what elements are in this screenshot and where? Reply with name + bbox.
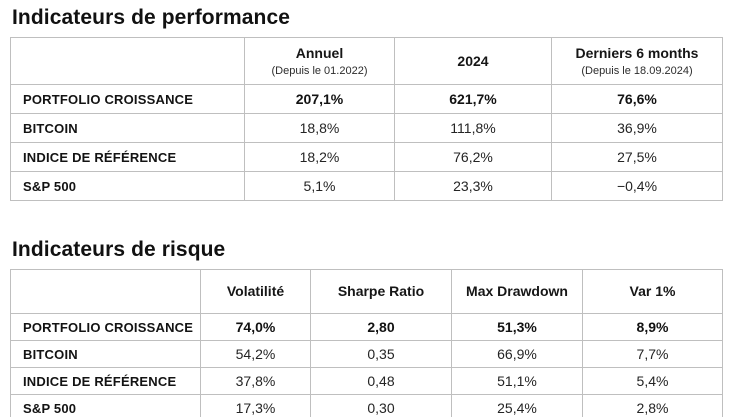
table-row: PORTFOLIO CROISSANCE 207,1% 621,7% 76,6% [10, 84, 723, 114]
value-cell: 8,9% [582, 313, 723, 341]
value-cell: 207,1% [244, 84, 395, 114]
table-row: BITCOIN 18,8% 111,8% 36,9% [10, 113, 723, 143]
value-cell: 76,6% [551, 84, 723, 114]
value-cell: 66,9% [451, 340, 583, 368]
column-header-label: Sharpe Ratio [337, 283, 425, 299]
column-header-subtext: (Depuis le 01.2022) [271, 64, 368, 77]
risk-table: Volatilité Sharpe Ratio Max Drawdown Var… [10, 269, 723, 417]
risk-section-title: Indicateurs de risque [12, 238, 226, 261]
value-cell: 0,30 [310, 394, 452, 417]
value-cell: 51,1% [451, 367, 583, 395]
table-row: S&P 500 5,1% 23,3% −0,4% [10, 171, 723, 201]
table-row: S&P 500 17,3% 0,30 25,4% 2,8% [10, 394, 723, 417]
value-cell: 74,0% [200, 313, 311, 341]
value-cell: 51,3% [451, 313, 583, 341]
table-row: INDICE DE RÉFÉRENCE 18,2% 76,2% 27,5% [10, 142, 723, 172]
row-label-cell: PORTFOLIO CROISSANCE [10, 84, 245, 114]
value-cell: 27,5% [551, 142, 723, 172]
value-cell: 76,2% [394, 142, 552, 172]
risk-header-empty-cell [10, 269, 201, 314]
risk-header-row: Volatilité Sharpe Ratio Max Drawdown Var… [10, 269, 723, 314]
value-cell: 5,4% [582, 367, 723, 395]
risk-header-volatilite: Volatilité [200, 269, 311, 314]
risk-header-max-drawdown: Max Drawdown [451, 269, 583, 314]
column-header-label: Volatilité [226, 283, 285, 299]
column-header-label: Annuel [295, 44, 344, 61]
value-cell: −0,4% [551, 171, 723, 201]
value-cell: 111,8% [394, 113, 552, 143]
column-header-label: Derniers 6 months [575, 44, 699, 61]
row-label-cell: BITCOIN [10, 340, 201, 368]
row-label-cell: S&P 500 [10, 394, 201, 417]
table-row: PORTFOLIO CROISSANCE 74,0% 2,80 51,3% 8,… [10, 313, 723, 341]
risk-header-sharpe-ratio: Sharpe Ratio [310, 269, 452, 314]
row-label-cell: INDICE DE RÉFÉRENCE [10, 367, 201, 395]
value-cell: 18,2% [244, 142, 395, 172]
row-label-cell: BITCOIN [10, 113, 245, 143]
column-header-subtext: (Depuis le 18.09.2024) [581, 64, 693, 77]
value-cell: 5,1% [244, 171, 395, 201]
column-header-label: Var 1% [629, 283, 676, 299]
row-label-cell: S&P 500 [10, 171, 245, 201]
value-cell: 36,9% [551, 113, 723, 143]
performance-section-title: Indicateurs de performance [12, 6, 291, 29]
row-label-cell: PORTFOLIO CROISSANCE [10, 313, 201, 341]
value-cell: 37,8% [200, 367, 311, 395]
value-cell: 17,3% [200, 394, 311, 417]
performance-header-row: Annuel (Depuis le 01.2022) 2024 Derniers… [10, 37, 723, 85]
value-cell: 0,48 [310, 367, 452, 395]
perf-header-empty-cell [10, 37, 245, 85]
risk-header-var-1pct: Var 1% [582, 269, 723, 314]
table-row: BITCOIN 54,2% 0,35 66,9% 7,7% [10, 340, 723, 368]
column-header-label: Max Drawdown [466, 283, 568, 299]
value-cell: 2,80 [310, 313, 452, 341]
value-cell: 25,4% [451, 394, 583, 417]
perf-header-2024: 2024 [394, 37, 552, 85]
value-cell: 621,7% [394, 84, 552, 114]
value-cell: 0,35 [310, 340, 452, 368]
value-cell: 54,2% [200, 340, 311, 368]
value-cell: 7,7% [582, 340, 723, 368]
value-cell: 2,8% [582, 394, 723, 417]
value-cell: 18,8% [244, 113, 395, 143]
value-cell: 23,3% [394, 171, 552, 201]
performance-table: Annuel (Depuis le 01.2022) 2024 Derniers… [10, 37, 723, 201]
perf-header-6months: Derniers 6 months (Depuis le 18.09.2024) [551, 37, 723, 85]
column-header-label: 2024 [457, 52, 489, 69]
row-label-cell: INDICE DE RÉFÉRENCE [10, 142, 245, 172]
perf-header-annuel: Annuel (Depuis le 01.2022) [244, 37, 395, 85]
table-row: INDICE DE RÉFÉRENCE 37,8% 0,48 51,1% 5,4… [10, 367, 723, 395]
